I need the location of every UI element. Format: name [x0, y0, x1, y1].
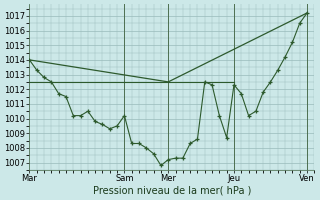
X-axis label: Pression niveau de la mer( hPa ): Pression niveau de la mer( hPa )	[93, 186, 251, 196]
